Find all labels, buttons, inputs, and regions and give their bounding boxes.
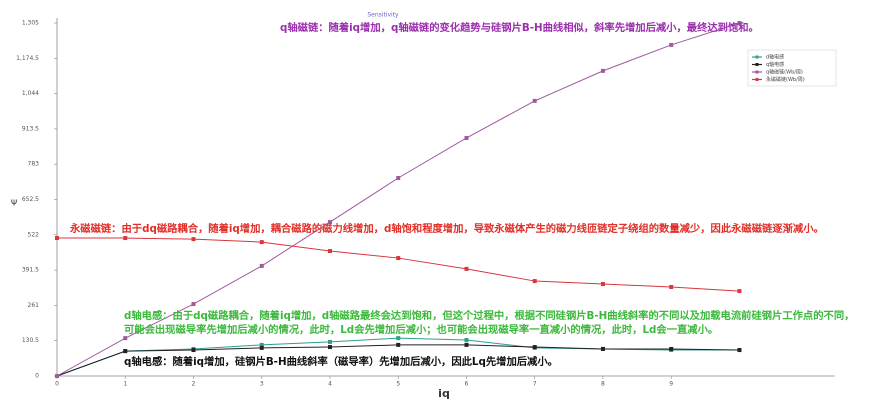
point-marker [55, 236, 59, 241]
y-tick-label: 1,044 [22, 90, 39, 97]
y-tick-label: 652.5 [22, 196, 39, 203]
point-marker [600, 282, 605, 287]
y-tick-label: 1,305 [22, 20, 39, 27]
point-marker [55, 374, 59, 378]
point-marker [259, 345, 264, 350]
legend-box [747, 49, 837, 87]
point-marker [600, 346, 605, 351]
y-tick-label: 130.5 [22, 337, 39, 344]
y-tick-label: 391.5 [22, 267, 39, 274]
legend-marker [755, 70, 759, 74]
y-axis-label: Ψ [11, 199, 17, 208]
point-marker [396, 336, 401, 341]
x-tick-label: 3 [260, 381, 264, 388]
x-tick-label: 5 [396, 381, 400, 388]
y-tick-label: 913.5 [22, 125, 39, 132]
point-marker [259, 342, 264, 347]
point-marker [532, 98, 537, 103]
annotation: q轴电感：随着iq增加，硅钢片B-H曲线斜率（磁导率）先增加后减小，因此Lq先增… [124, 355, 558, 368]
x-axis-label: iq [438, 387, 450, 400]
x-tick-label: 9 [669, 381, 673, 388]
y-tick-label: 0 [35, 373, 39, 380]
point-marker [464, 266, 469, 271]
chart-title: Sensitivity [367, 12, 399, 19]
point-marker [327, 345, 332, 350]
point-marker [259, 263, 264, 268]
x-tick-label: 2 [192, 381, 196, 388]
point-marker [669, 285, 674, 290]
legend-marker [755, 78, 759, 81]
y-tick-label: 783 [28, 161, 40, 168]
point-marker [327, 249, 332, 254]
point-marker [396, 175, 401, 180]
point-marker [191, 302, 196, 307]
x-tick-label: 0 [55, 381, 59, 388]
legend-label: 永磁磁链(Wb/周) [766, 76, 805, 83]
y-tick-label: 261 [28, 302, 40, 309]
point-marker [532, 345, 537, 350]
point-marker [259, 240, 264, 245]
annotation: q轴磁链：随着iq增加，q轴磁链的变化趋势与硅钢片B-H曲线相似，斜率先增加后减… [280, 21, 759, 34]
x-tick-label: 4 [328, 381, 332, 388]
point-marker [600, 68, 605, 73]
point-marker [123, 349, 128, 354]
point-marker [532, 279, 537, 284]
point-marker [396, 342, 401, 347]
point-marker [464, 135, 469, 140]
x-tick-label: 8 [601, 381, 605, 388]
legend-label: q轴磁链(Wb/周) [766, 69, 803, 76]
series-line [57, 237, 740, 292]
point-marker [464, 338, 469, 343]
annotation: 永磁磁链：由于dq磁路耦合，随着iq增加，耦合磁路的磁力线增加，d轴饱和程度增加… [69, 222, 824, 235]
point-marker [737, 289, 742, 294]
point-marker [737, 348, 742, 353]
legend-marker [755, 55, 759, 59]
point-marker [464, 342, 469, 347]
point-marker [123, 236, 128, 241]
x-tick-label: 1 [123, 381, 127, 388]
point-marker [191, 348, 196, 353]
point-marker [396, 256, 401, 261]
point-marker [327, 339, 332, 344]
annotation: 可能会出现磁导率先增加后减小的情况，此时，Ld会先增加后减小；也可能会出现磁导率… [124, 323, 718, 336]
x-tick-label: 6 [465, 381, 469, 388]
legend-label: d轴电感 [766, 54, 784, 61]
y-tick-label: 1,174.5 [16, 55, 39, 62]
legend-marker [755, 63, 759, 66]
point-marker [669, 42, 674, 47]
point-marker [327, 220, 332, 225]
point-marker [737, 21, 742, 25]
point-marker [191, 237, 196, 242]
y-tick-label: 522 [28, 231, 40, 238]
legend-label: q轴电感 [766, 61, 784, 68]
point-marker [123, 336, 128, 341]
annotation: d轴电感：由于dq磁路耦合，随着iq增加，d轴磁路最终会达到饱和，但这个过程中，… [124, 309, 854, 322]
x-tick-label: 7 [533, 381, 537, 388]
point-marker [669, 346, 674, 351]
